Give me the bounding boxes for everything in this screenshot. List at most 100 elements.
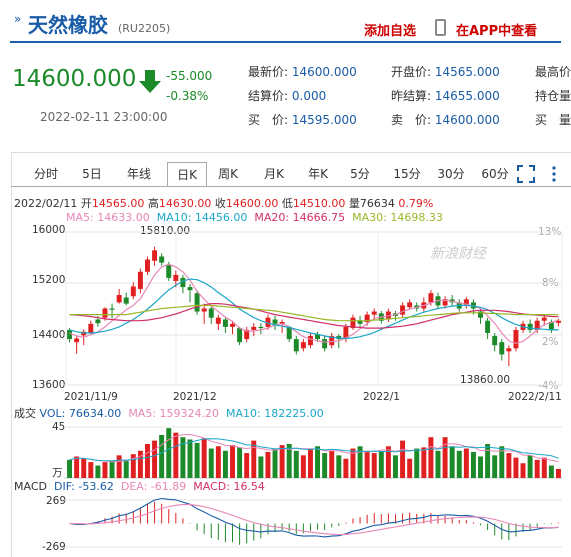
candle-body-7 — [116, 295, 122, 303]
tab-daily-k[interactable]: 日K — [167, 162, 207, 187]
volume-bar-16 — [180, 437, 186, 478]
volume-bar-54 — [449, 446, 455, 478]
volume-bar-49 — [414, 448, 420, 478]
candle-body-19 — [201, 308, 207, 312]
volume-bar-7 — [116, 455, 122, 478]
tab-30min[interactable]: 30分 — [437, 167, 465, 181]
volume-bar-18 — [194, 442, 200, 478]
candle-body-4 — [95, 319, 101, 324]
tab-weekly-k[interactable]: 周K — [218, 167, 238, 181]
candle-body-28 — [265, 317, 271, 327]
macd-info: MACD DIF: -53.62 DEA: -61.89 MACD: 16.54 — [14, 480, 265, 493]
volume-bar-26 — [251, 440, 257, 478]
down-arrow-icon — [139, 70, 161, 93]
last-price: 14600.000 — [12, 66, 137, 92]
volume-bar-47 — [400, 440, 406, 478]
volume-bar-14 — [166, 428, 172, 478]
candle-body-42 — [364, 314, 370, 322]
macd-y-bottom: -269 — [42, 541, 66, 553]
volume-bar-61 — [499, 446, 505, 478]
candle-body-10 — [137, 271, 143, 289]
volume-bar-12 — [152, 440, 158, 478]
tab-5min[interactable]: 5分 — [350, 167, 370, 181]
quote-bid: 买 价: 14595.000 — [248, 113, 357, 127]
candle-body-27 — [258, 326, 264, 329]
ohlc-info: 2022/02/11 开14565.00 高14630.00 收14600.00… — [14, 197, 434, 210]
candle-body-18 — [194, 293, 200, 312]
add-favorite-link[interactable]: 添加自选 — [364, 24, 417, 39]
change-percent: -0.38% — [166, 89, 209, 103]
tab-5day[interactable]: 5日 — [82, 167, 102, 181]
volume-bar-24 — [237, 447, 243, 478]
candle-body-43 — [371, 311, 377, 315]
candle-body-59 — [485, 320, 491, 333]
volume-bar-56 — [463, 448, 469, 478]
tabs-underline — [11, 186, 571, 187]
volume-bar-5 — [102, 462, 108, 478]
candle-body-39 — [343, 326, 349, 340]
candle-body-58 — [478, 311, 483, 318]
menu-icon[interactable] — [548, 166, 560, 182]
candle-body-35 — [315, 334, 321, 340]
ma10-line — [69, 278, 559, 340]
y-tick-15200: 15200 — [32, 274, 66, 286]
ma20-line — [69, 303, 559, 329]
volume-bar-31 — [286, 444, 292, 478]
chart-panel — [11, 152, 571, 557]
x-tick-202112: 2021/12 — [173, 391, 217, 403]
candle-body-34 — [307, 336, 313, 346]
volume-bar-66 — [534, 459, 540, 478]
tab-fenshi[interactable]: 分时 — [33, 167, 58, 181]
candle-body-66 — [534, 320, 540, 330]
candle-body-14 — [166, 264, 172, 278]
open-in-app-link[interactable]: 在APP中查看 — [456, 24, 538, 39]
high-annotation: 15810.00 — [140, 225, 191, 237]
candle-body-5 — [102, 308, 108, 318]
volume-bar-53 — [442, 437, 448, 478]
candle-body-65 — [527, 323, 533, 330]
quote-latest: 最新价: 14600.000 — [248, 65, 357, 79]
volume-bar-34 — [307, 448, 313, 478]
volume-bar-52 — [435, 450, 441, 478]
volume-ma10-line — [69, 438, 559, 462]
volume-bar-67 — [541, 457, 547, 478]
candle-body-60 — [492, 336, 498, 346]
candle-body-36 — [322, 339, 328, 349]
period-tabs: 分时 5日 年线 日K 周K 月K 年K 5分 15分 30分 60分 — [11, 162, 571, 187]
volume-bar-62 — [506, 453, 512, 478]
volume-bar-69 — [555, 468, 561, 478]
tab-15min[interactable]: 15分 — [393, 167, 421, 181]
candle-body-13 — [159, 256, 165, 263]
macd-y-top: 269 — [46, 495, 67, 507]
candle-body-61 — [499, 342, 505, 355]
volume-bar-28 — [265, 451, 271, 478]
instrument-code: (RU2205) — [118, 22, 171, 35]
tab-yearly-k[interactable]: 年K — [308, 167, 328, 181]
candle-body-24 — [237, 328, 243, 343]
volume-bar-29 — [272, 448, 278, 478]
candle-body-22 — [222, 319, 228, 327]
expand-icon[interactable] — [517, 165, 535, 183]
candle-body-51 — [428, 293, 434, 303]
volume-info: 成交 VOL: 76634.00 MA5: 159324.20 MA10: 18… — [14, 407, 324, 420]
volume-bar-20 — [208, 448, 214, 478]
candle-body-33 — [300, 342, 306, 349]
quote-prev-settle: 昨结算: 14655.000 — [391, 89, 500, 103]
candle-body-25 — [244, 329, 250, 340]
sina-watermark: 新浪财经 — [430, 246, 486, 262]
volume-bar-36 — [322, 453, 328, 478]
volume-bar-1 — [74, 456, 80, 478]
volume-bar-42 — [364, 450, 370, 478]
volume-bar-39 — [343, 458, 349, 478]
tab-year-line[interactable]: 年线 — [126, 167, 151, 181]
volume-bar-46 — [393, 455, 398, 478]
candle-body-6 — [109, 308, 115, 310]
candle-body-26 — [251, 326, 257, 330]
candle-body-12 — [152, 250, 158, 261]
candle-body-56 — [463, 299, 469, 306]
tab-monthly-k[interactable]: 月K — [264, 167, 284, 181]
volume-bar-43 — [371, 453, 377, 478]
tab-60min[interactable]: 60分 — [481, 167, 509, 181]
volume-bar-3 — [88, 462, 94, 478]
